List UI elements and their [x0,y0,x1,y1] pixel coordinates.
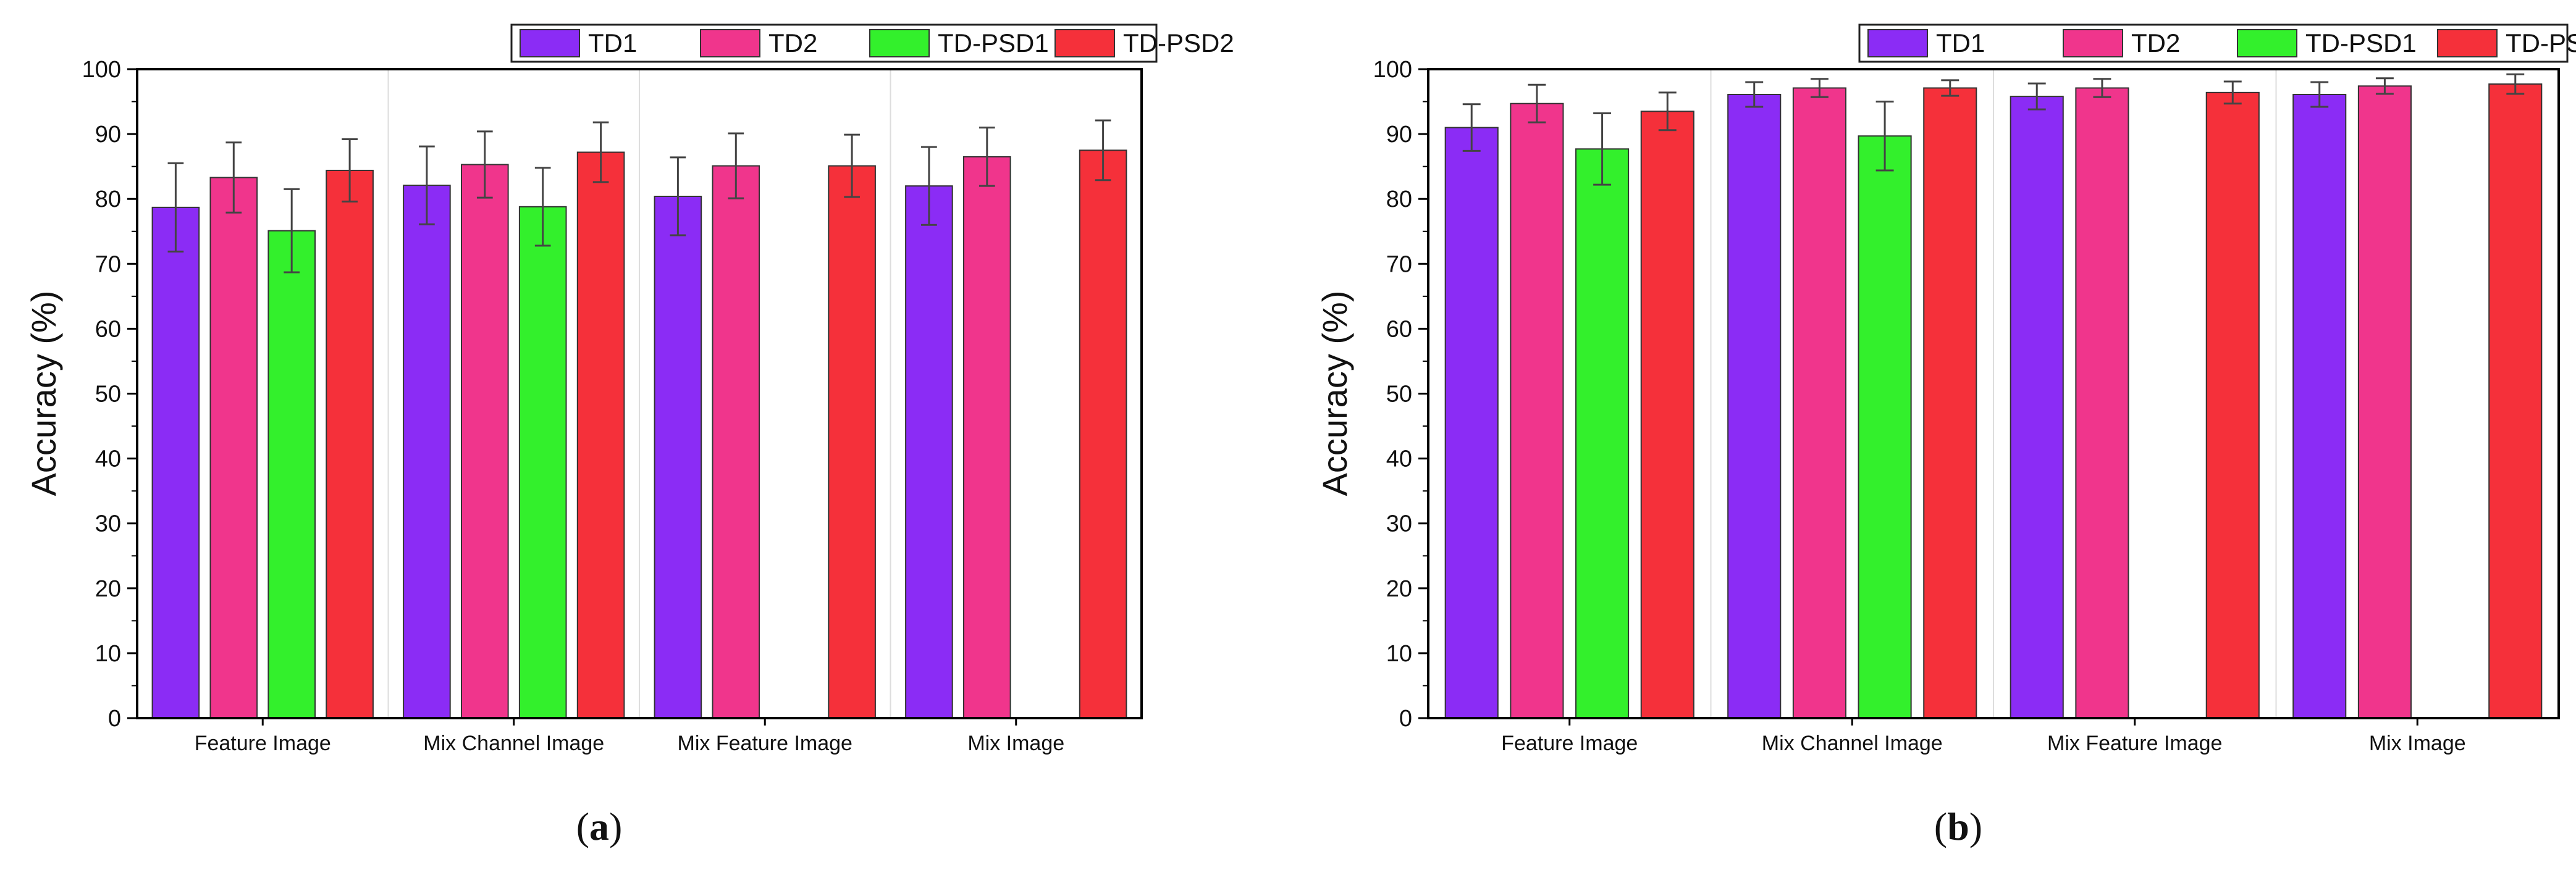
bar-td1-1 [403,185,451,719]
legend-b: TD1 TD2 TD-PSD1 TD-PSD2 [1858,23,2576,63]
y-tick-label: 90 [1386,122,1412,148]
chart-panel-a: 0 10 20 30 40 50 60 70 80 90 100 Feature Image Mix … [24,23,1234,848]
bar-td-psd2-3 [1079,149,1127,719]
chart-panel-b: 0 10 20 30 40 50 60 70 80 90 100 Feature Image Mix … [1315,23,2576,848]
category-dividers-a [387,69,891,718]
bar-td-psd1-0 [1575,148,1630,719]
bar-td2-3 [962,156,1011,719]
x-category-label: Mix Feature Image [2047,732,2222,755]
y-tick-label: 60 [1386,316,1412,342]
bar-td-psd2-3 [2488,83,2543,719]
x-axis-category-labels-a: Feature Image Mix Channel Image Mix Featur… [195,718,1064,755]
y-tick-label: 20 [1386,576,1412,602]
bar-td2-2 [2075,87,2129,719]
bars-b [1444,73,2543,719]
panel-label-letter-a: a [589,805,609,848]
legend-swatch-td1 [1867,29,1928,57]
y-tick-label: 40 [1386,446,1412,472]
legend-label-td-psd2: TD-PSD2 [2506,28,2576,57]
y-axis-ticks-a: 0 10 20 30 40 50 60 70 80 90 100 [82,57,137,732]
x-category-label: Feature Image [195,732,331,755]
legend-a: TD1 TD2 TD-PSD1 TD-PSD2 [510,23,1234,63]
bar-td-psd2-0 [326,169,374,719]
bars-a [151,119,1127,719]
y-axis-label-b: Accuracy (%) [1315,291,1354,496]
bar-td-psd2-2 [2205,91,2260,719]
y-tick-label: 10 [1386,641,1412,667]
plot-frame-b [1427,68,2560,719]
panel-label-b: (b) [1934,805,1982,848]
x-category-label: Mix Feature Image [678,732,852,755]
bar-td1-2 [654,195,702,719]
bar-td1-1 [1727,93,1782,719]
y-tick-label: 70 [1386,251,1412,277]
y-tick-label: 30 [95,511,121,537]
bar-td1-2 [2010,96,2064,719]
bar-td2-1 [460,164,509,719]
legend-swatch-td2 [2063,29,2123,57]
x-category-label: Feature Image [1501,732,1638,755]
y-tick-label: 30 [1386,511,1412,537]
bar-td-psd2-0 [1640,111,1694,719]
legend-label-td1: TD1 [588,28,637,57]
bar-td1-3 [905,185,953,719]
x-axis-category-labels-b: Feature Image Mix Channel Image Mix Featur… [1501,718,2466,755]
bar-td2-0 [209,177,258,719]
bar-td-psd1-1 [1858,135,1912,719]
bar-td1-0 [151,206,200,719]
y-tick-label: 70 [95,251,121,277]
bar-td-psd2-2 [828,165,876,719]
y-tick-label: 50 [1386,382,1412,408]
category-dividers-b [1710,69,2277,718]
legend-swatch-td-psd2 [1054,29,1115,57]
y-tick-label: 0 [1399,706,1412,732]
bar-td-psd1-1 [518,206,567,719]
legend-label-td2: TD2 [2131,28,2180,57]
legend-label-td2: TD2 [768,28,817,57]
panel-label-letter-b: b [1947,805,1969,848]
legend-box [510,23,1158,63]
x-category-label: Mix Image [967,732,1064,755]
bar-td2-2 [712,165,760,719]
y-tick-label: 100 [1373,57,1412,83]
y-tick-label: 40 [95,446,121,472]
legend-label-td1: TD1 [1936,28,1985,57]
y-tick-label: 60 [95,316,121,342]
y-tick-label: 10 [95,641,121,667]
legend-label-td-psd1: TD-PSD1 [938,28,1049,57]
legend-swatch-td-psd1 [2237,29,2297,57]
bar-td1-0 [1444,127,1499,719]
y-tick-label: 80 [95,186,121,212]
y-tick-label: 90 [95,122,121,148]
y-axis-label-a: Accuracy (%) [24,291,63,496]
bar-td2-3 [2357,85,2412,719]
legend-swatch-td2 [700,29,760,57]
y-axis-ticks-b: 0 10 20 30 40 50 60 70 80 90 100 [1373,57,1428,732]
y-tick-label: 100 [82,57,121,83]
legend-swatch-td-psd2 [2437,29,2498,57]
bar-td-psd2-1 [576,151,625,719]
x-category-label: Mix Channel Image [423,732,604,755]
plot-frame-a [136,68,1143,719]
y-tick-label: 50 [95,382,121,408]
bar-td-psd1-0 [267,230,316,719]
legend-swatch-td-psd1 [869,29,930,57]
bar-td-psd2-1 [1923,87,1977,719]
x-category-label: Mix Image [2369,732,2466,755]
legend-label-td-psd2: TD-PSD2 [1123,28,1234,57]
bar-td2-1 [1792,87,1846,719]
y-tick-label: 0 [108,706,121,732]
panel-label-a: (a) [576,805,623,848]
legend-label-td-psd1: TD-PSD1 [2305,28,2417,57]
y-tick-label: 80 [1386,186,1412,212]
x-category-label: Mix Channel Image [1762,732,1943,755]
y-tick-label: 20 [95,576,121,602]
bar-td1-3 [2292,93,2347,719]
bar-td2-0 [1510,102,1564,719]
legend-swatch-td1 [520,29,580,57]
